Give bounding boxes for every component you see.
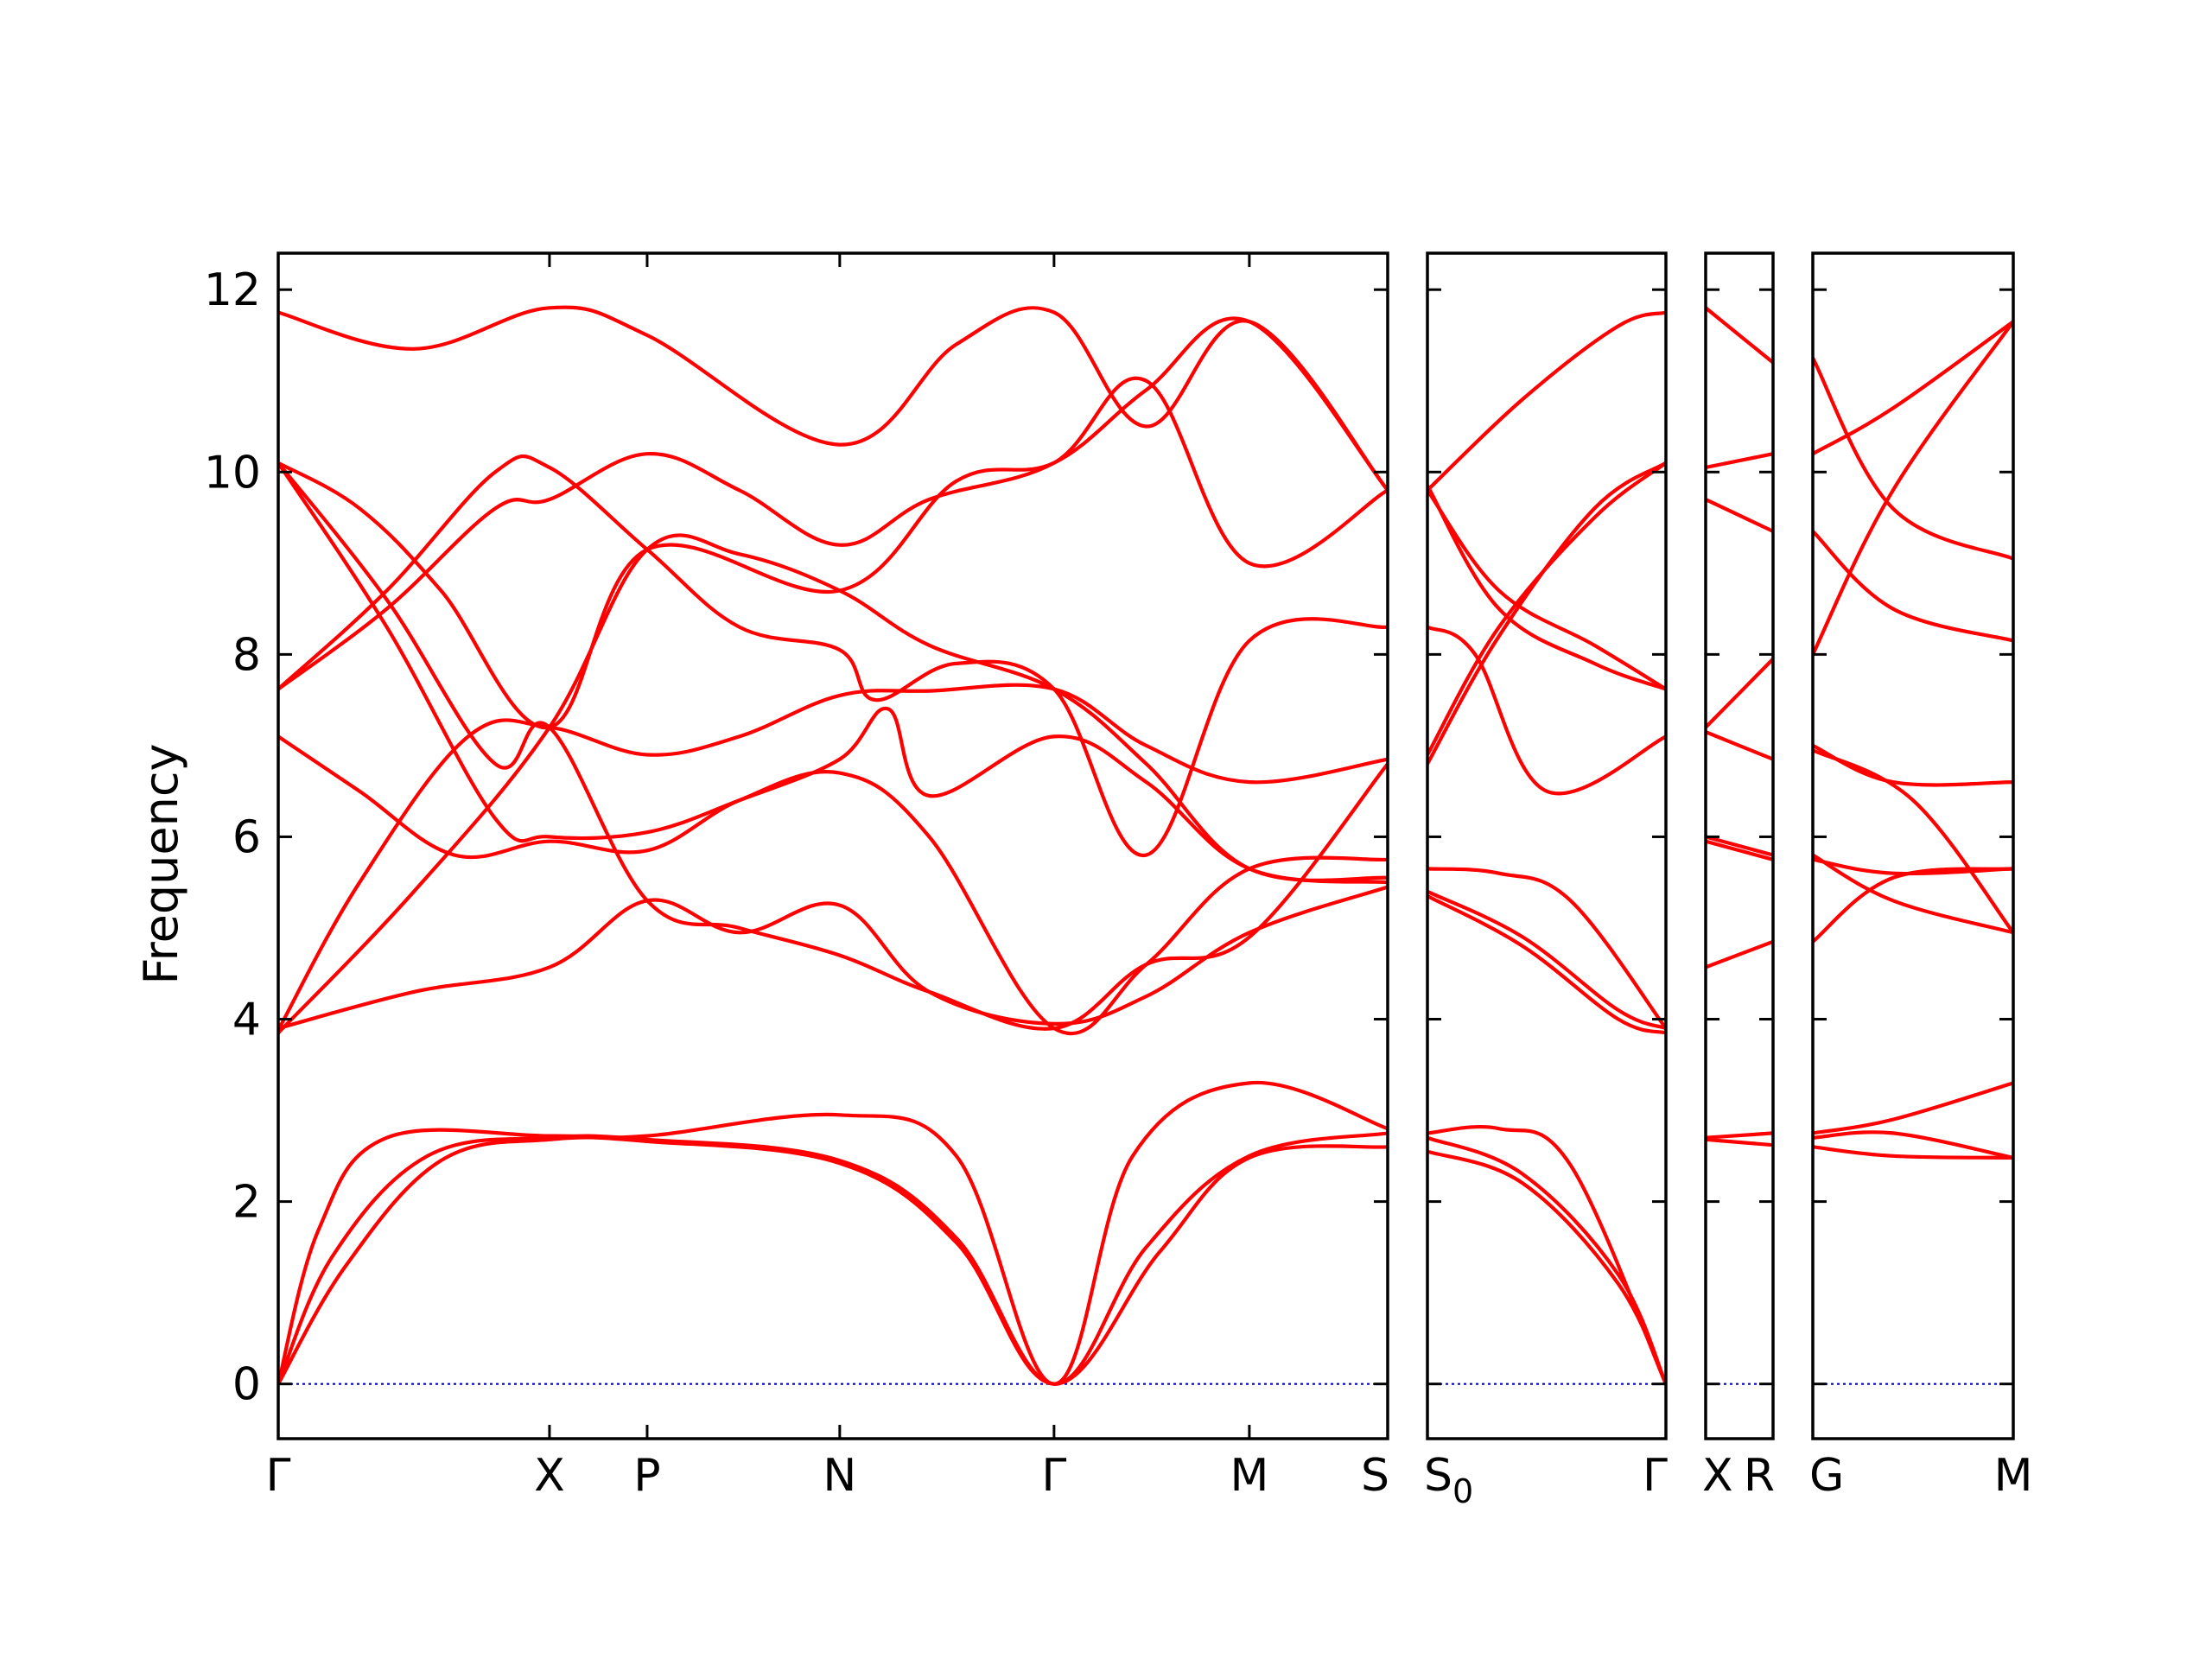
band-line-8 [278,461,1388,885]
band-line-4 [278,885,1388,1031]
band-line-5 [278,533,1388,1035]
panel-frame [1704,251,1775,1440]
band-line-11 [278,454,1388,857]
y-tick-label: 0 [232,1359,261,1411]
band-line-13 [278,316,1388,730]
band-group [1427,310,1666,1386]
band-group [1706,306,1773,1147]
band-line-8 [1706,497,1773,533]
band-line-2 [1706,1137,1773,1147]
band-line-1 [1813,1081,2013,1135]
band-line-2 [1813,1130,2013,1160]
band-line-10 [1813,529,2013,643]
band-line-11 [1427,484,1666,691]
panel-frame [276,251,1389,1440]
x-tick-label-subscript: 0 [1452,1472,1473,1510]
band-line-2 [1427,1135,1666,1386]
band-line-1 [1427,1124,1666,1386]
band-line-4 [1813,867,2013,944]
band-line-10 [1706,306,1773,365]
panel-1: 0 2 4 6 8 10 12 Γ X P N Γ M S [204,251,1389,1502]
panel-frame [1426,251,1668,1440]
band-line-1 [1706,1131,1773,1140]
y-tick-label: 6 [232,811,261,863]
band-line-8 [1427,461,1666,757]
x-tick-label: M [1230,1450,1268,1502]
y-tick-label: 2 [232,1177,261,1229]
band-line-9 [1427,625,1666,796]
y-tick-label: 4 [232,995,261,1046]
band-group [1813,320,2013,1160]
band-line-10 [278,376,1388,691]
x-tick-label: P [633,1450,660,1502]
band-group [278,305,1388,1386]
band-line-11 [1813,320,2013,456]
x-tick-label: S [1361,1450,1389,1502]
band-line-10 [1427,488,1666,691]
band-line-6 [1813,853,2013,935]
band-line-4 [1427,867,1666,1031]
band-line-7 [1813,743,2013,787]
y-tick-label: 12 [204,264,261,316]
band-line-5 [1427,889,1666,1031]
band-line-9 [1706,452,1773,470]
band-line-4 [1706,839,1773,861]
band-line-6 [278,683,1388,1033]
panel-2: S0 Γ [1424,251,1668,1510]
band-line-8 [1813,748,2013,935]
x-tick-label: X [534,1450,565,1502]
band-line-3 [1706,939,1773,969]
x-tick-label: S0 [1424,1450,1473,1510]
x-tick-label: M [1994,1450,2033,1502]
band-line-3 [1813,1145,2013,1160]
band-line-1 [278,1080,1388,1386]
y-tick-label: 10 [204,447,261,499]
x-tick-label: G [1809,1450,1844,1502]
x-tick-label: N [823,1450,856,1502]
band-line-9 [278,461,1388,1031]
band-line-7 [1706,730,1773,761]
band-line-9 [1813,320,2013,657]
x-tick-label: X [1702,1450,1733,1502]
band-line-7 [1427,461,1666,766]
y-tick-label: 8 [232,629,261,681]
band-line-6 [1427,893,1666,1035]
x-tick-label: Γ [1041,1450,1066,1502]
band-line-2 [278,1131,1388,1386]
x-tick-label: Γ [266,1450,291,1502]
x-tick-label: Γ [1643,1450,1668,1502]
band-line-3 [278,1135,1388,1386]
y-axis-title: Frequency [134,744,188,985]
band-line-7 [278,734,1388,1036]
band-line-3 [1427,1149,1666,1386]
band-line-12 [1813,356,2013,561]
panel-frame [1811,251,2015,1440]
band-line-12 [1427,310,1666,493]
x-tick-label: R [1744,1450,1775,1502]
band-line-5 [1813,857,2013,876]
band-line-12 [278,305,1388,493]
band-line-6 [1706,657,1773,729]
